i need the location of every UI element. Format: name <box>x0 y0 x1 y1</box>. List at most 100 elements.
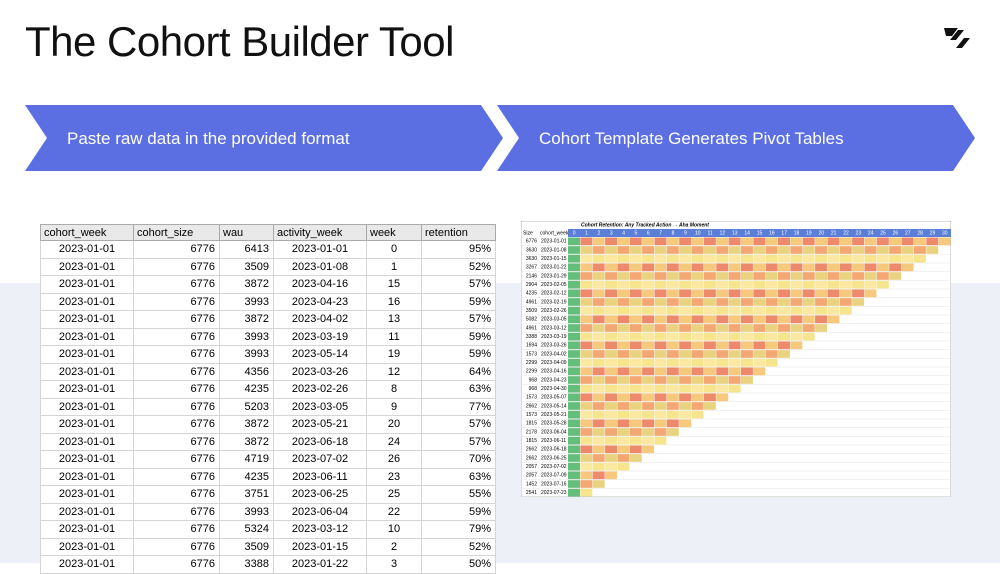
table-cell: 79% <box>421 520 496 539</box>
pivot-cell <box>617 376 630 384</box>
pivot-cohort: 2023-02-19 <box>541 299 567 305</box>
pivot-title: Cohort Retention: Any Tracked Action → A… <box>581 222 709 228</box>
pivot-cell <box>617 246 630 254</box>
table-cell: 3872 <box>219 432 274 451</box>
table-cell: 0 <box>366 240 422 259</box>
pivot-week: 25 <box>880 230 886 236</box>
table-cell: 2023-01-01 <box>40 257 134 276</box>
pivot-cell <box>691 237 704 246</box>
pivot-cell <box>876 280 889 289</box>
pivot-cell <box>605 471 618 480</box>
pivot-cell <box>728 246 741 254</box>
table-cell: 2023-06-04 <box>273 502 367 521</box>
table-row: 2023-01-01 6776 4356 2023-03-26 12 64% <box>40 362 496 381</box>
pivot-cell <box>679 367 692 376</box>
pivot-cell <box>617 298 630 306</box>
pivot-cell <box>938 237 951 246</box>
pivot-cell <box>864 237 877 246</box>
pivot-week: 8 <box>672 230 675 236</box>
pivot-cell <box>740 315 753 324</box>
pivot-cell <box>666 410 679 419</box>
pivot-cell <box>839 254 852 263</box>
pivot-week: 4 <box>622 230 625 236</box>
table-cell: 6776 <box>133 257 220 276</box>
pivot-cell <box>740 254 753 263</box>
pivot-cell <box>679 298 692 306</box>
pivot-size: 2541 <box>526 490 537 496</box>
table-cell: 2 <box>366 537 422 556</box>
pivot-cell <box>654 263 667 272</box>
pivot-week: 17 <box>781 230 787 236</box>
pivot-cell <box>629 454 642 462</box>
table-cell: 2023-06-25 <box>273 485 367 504</box>
pivot-cohort: 2023-03-05 <box>541 317 567 323</box>
pivot-week: 12 <box>720 230 726 236</box>
pivot-cell <box>568 445 580 454</box>
pivot-cell <box>592 402 605 410</box>
table-cell: 2023-05-21 <box>273 415 367 434</box>
pivot-cell <box>617 289 630 298</box>
pivot-cell <box>617 263 630 272</box>
pivot-cell <box>592 410 605 419</box>
pivot-cell <box>654 237 667 246</box>
pivot-cell <box>592 341 605 350</box>
pivot-cell <box>580 454 593 462</box>
step-banner: Cohort Template Generates Pivot Tables <box>497 105 975 176</box>
pivot-cell <box>753 263 766 272</box>
pivot-week: 2 <box>597 230 600 236</box>
table-cell: 3751 <box>219 485 274 504</box>
pivot-cell <box>617 428 630 436</box>
table-cell: 2023-01-01 <box>40 310 134 329</box>
pivot-cell <box>679 402 692 410</box>
pivot-size: 1573 <box>526 412 537 418</box>
pivot-cell <box>815 237 828 246</box>
table-cell: 6776 <box>133 467 220 486</box>
table-cell: 4235 <box>219 380 274 399</box>
pivot-cell <box>568 272 580 280</box>
pivot-cell <box>629 280 642 289</box>
pivot-cohort: 2023-03-26 <box>541 343 567 349</box>
pivot-cell <box>679 341 692 350</box>
pivot-cell <box>728 298 741 306</box>
pivot-cell <box>605 298 618 306</box>
pivot-cell <box>617 454 630 462</box>
pivot-cell <box>852 298 865 306</box>
pivot-cell <box>679 280 692 289</box>
pivot-cell <box>716 298 729 306</box>
pivot-cell <box>740 367 753 376</box>
table-cell: 2023-01-01 <box>40 240 134 259</box>
pivot-cell <box>605 367 618 376</box>
pivot-cell <box>790 332 803 341</box>
pivot-cell <box>889 272 902 280</box>
table-cell: 63% <box>421 380 496 399</box>
column-header: wau <box>219 224 274 241</box>
pivot-cell <box>728 367 741 376</box>
pivot-cell <box>778 246 790 254</box>
pivot-cell <box>753 289 766 298</box>
pivot-cell <box>580 428 593 436</box>
pivot-cell <box>740 289 753 298</box>
pivot-cell <box>913 246 926 254</box>
pivot-cell <box>666 263 679 272</box>
pivot-cell <box>827 237 840 246</box>
pivot-cell <box>568 350 580 358</box>
table-cell: 11 <box>366 327 422 346</box>
pivot-cell <box>740 263 753 272</box>
pivot-cell <box>605 419 618 428</box>
pivot-cohort: 2023-01-15 <box>541 256 567 262</box>
pivot-cell <box>592 306 605 315</box>
pivot-cell <box>592 324 605 332</box>
pivot-cell <box>568 358 580 367</box>
table-cell: 20 <box>366 415 422 434</box>
pivot-cell <box>666 358 679 367</box>
pivot-cell <box>815 280 828 289</box>
table-row: 2023-01-01 6776 3872 2023-04-02 13 57% <box>40 310 496 329</box>
pivot-cell <box>716 315 729 324</box>
table-cell: 2023-01-01 <box>40 485 134 504</box>
pivot-cell <box>592 350 605 358</box>
pivot-cell <box>740 350 753 358</box>
pivot-cell <box>568 254 580 263</box>
pivot-cell <box>753 298 766 306</box>
table-cell: 6776 <box>133 397 220 416</box>
pivot-cell <box>679 306 692 315</box>
